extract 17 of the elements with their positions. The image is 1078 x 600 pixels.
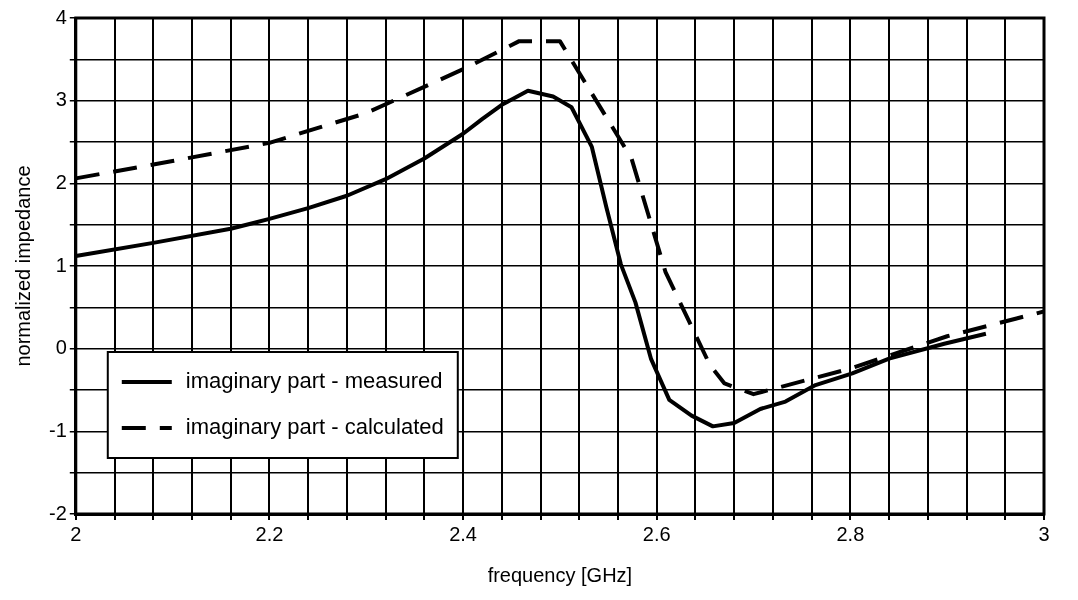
x-tick-label: 3 bbox=[1038, 522, 1050, 545]
x-tick-label: 2.4 bbox=[449, 522, 477, 545]
y-axis-title: normalized impedance bbox=[11, 165, 34, 367]
x-tick-label: 2.6 bbox=[642, 522, 671, 545]
y-tick-label: 0 bbox=[55, 336, 67, 359]
y-tick-label: 4 bbox=[55, 5, 67, 28]
x-axis-title: frequency [GHz] bbox=[487, 563, 633, 586]
x-tick-label: 2.8 bbox=[836, 522, 865, 545]
legend-label: imaginary part - measured bbox=[185, 368, 443, 394]
y-tick-label: -2 bbox=[48, 501, 67, 524]
y-tick-label: 3 bbox=[55, 88, 67, 111]
x-tick-label: 2.2 bbox=[255, 522, 284, 545]
x-tick-label: 2 bbox=[70, 522, 82, 545]
y-tick-label: -1 bbox=[48, 418, 67, 441]
y-tick-label: 1 bbox=[55, 253, 67, 276]
y-tick-label: 2 bbox=[55, 170, 67, 193]
legend-label: imaginary part - calculated bbox=[185, 414, 444, 440]
